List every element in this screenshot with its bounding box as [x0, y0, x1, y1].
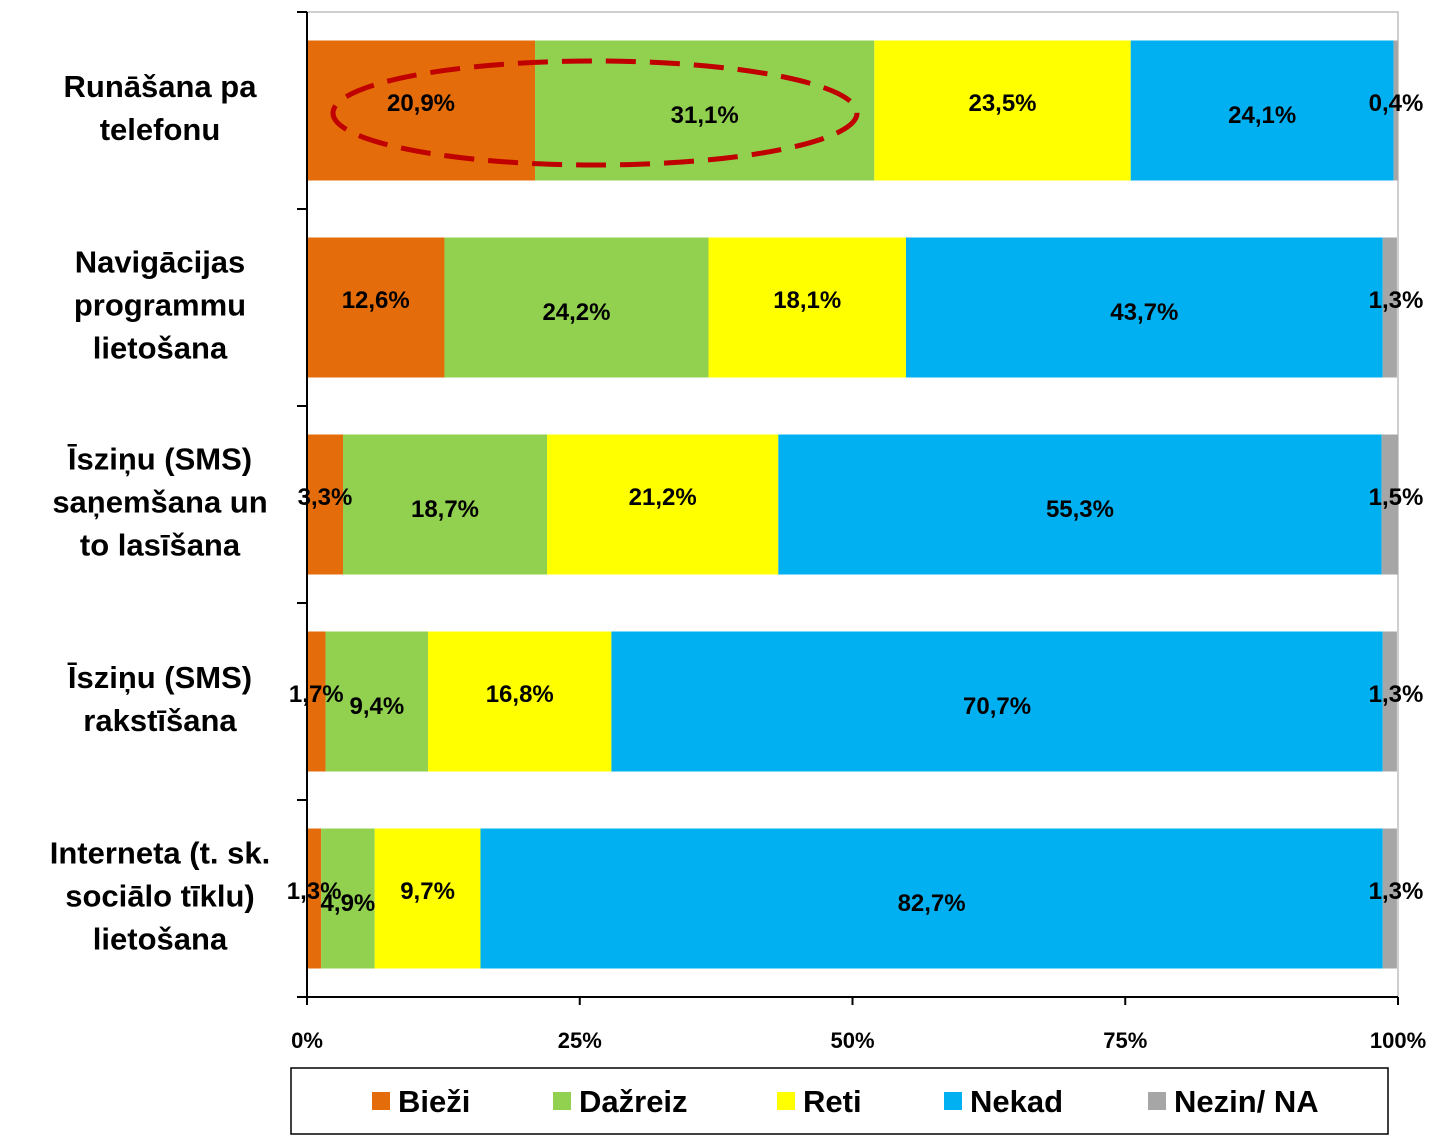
y-tick-label: saņemšana un: [52, 485, 267, 520]
data-label: 4,9%: [321, 890, 376, 917]
y-tick-label: telefonu: [100, 112, 221, 147]
data-label: 1,3%: [1369, 681, 1424, 708]
data-label: 3,3%: [298, 484, 353, 511]
data-label: 18,7%: [411, 496, 479, 523]
data-label: 31,1%: [671, 102, 739, 129]
y-tick-label: Īsziņu (SMS): [67, 660, 252, 695]
bar-segment: [480, 828, 1383, 969]
data-label: 23,5%: [968, 90, 1036, 117]
data-label: 21,2%: [629, 484, 697, 511]
data-label: 18,1%: [773, 287, 841, 314]
data-label: 1,3%: [1369, 287, 1424, 314]
y-tick-label: Navigācijas: [75, 245, 246, 280]
legend-label: Dažreiz: [579, 1084, 688, 1119]
data-label: 16,8%: [486, 681, 554, 708]
bar-segment: [905, 237, 1383, 378]
legend-label: Reti: [803, 1084, 862, 1119]
bar-segment: [547, 434, 779, 575]
data-label: 24,2%: [542, 299, 610, 326]
bar-segment: [1393, 40, 1398, 181]
y-tick-label: sociālo tīklu): [65, 879, 254, 914]
legend-label: Nekad: [970, 1084, 1063, 1119]
x-tick-label: 25%: [558, 1028, 602, 1053]
y-tick-label: Runāšana pa: [64, 69, 258, 104]
data-label: 0,4%: [1369, 90, 1424, 117]
bar-segment: [374, 828, 481, 969]
legend-label: Nezin/ NA: [1174, 1084, 1319, 1119]
bar-segment: [1382, 828, 1397, 969]
bar-segment: [428, 631, 612, 772]
x-tick-label: 50%: [830, 1028, 874, 1053]
y-tick-label: Interneta (t. sk.: [50, 836, 271, 871]
bar-segment: [307, 631, 326, 772]
bar-segment: [307, 828, 322, 969]
legend-swatch: [553, 1092, 571, 1110]
data-label: 43,7%: [1110, 299, 1178, 326]
legend-label: Bieži: [398, 1084, 470, 1119]
y-tick-label: lietošana: [93, 922, 228, 957]
bar-segment: [1382, 237, 1397, 378]
y-tick-label: to lasīšana: [80, 528, 241, 563]
bar-segment: [1130, 40, 1394, 181]
data-label: 1,7%: [289, 681, 344, 708]
legend-swatch: [372, 1092, 390, 1110]
data-label: 9,4%: [349, 693, 404, 720]
legend-swatch: [777, 1092, 795, 1110]
x-tick-label: 75%: [1103, 1028, 1147, 1053]
data-label: 12,6%: [342, 287, 410, 314]
bar-segment: [874, 40, 1131, 181]
bar-segment: [611, 631, 1383, 772]
bar-segment: [1381, 434, 1398, 575]
legend-swatch: [1148, 1092, 1166, 1110]
data-label: 1,3%: [287, 878, 342, 905]
data-label: 9,7%: [400, 878, 455, 905]
data-label: 20,9%: [387, 90, 455, 117]
data-label: 1,3%: [1369, 878, 1424, 905]
bar-segment: [307, 237, 445, 378]
bar-segment: [778, 434, 1382, 575]
x-tick-label: 0%: [291, 1028, 323, 1053]
y-tick-label: lietošana: [93, 331, 228, 366]
legend-swatch: [944, 1092, 962, 1110]
bar-segment: [1382, 631, 1397, 772]
data-label: 55,3%: [1046, 496, 1114, 523]
bar-segment: [307, 434, 344, 575]
y-tick-label: rakstīšana: [83, 703, 237, 738]
annotation-ellipse: [330, 58, 860, 168]
bar-segment: [444, 237, 709, 378]
data-label: 24,1%: [1228, 102, 1296, 129]
y-tick-label: Īsziņu (SMS): [67, 442, 252, 477]
legend-box: [290, 1067, 1389, 1135]
bar-segment: [708, 237, 906, 378]
data-label: 70,7%: [963, 693, 1031, 720]
bar-segment: [325, 631, 429, 772]
y-tick-label: programmu: [74, 288, 246, 323]
bar-segment: [321, 828, 375, 969]
bar-segment: [343, 434, 548, 575]
data-label: 82,7%: [898, 890, 966, 917]
x-tick-label: 100%: [1370, 1028, 1426, 1053]
data-label: 1,5%: [1369, 484, 1424, 511]
